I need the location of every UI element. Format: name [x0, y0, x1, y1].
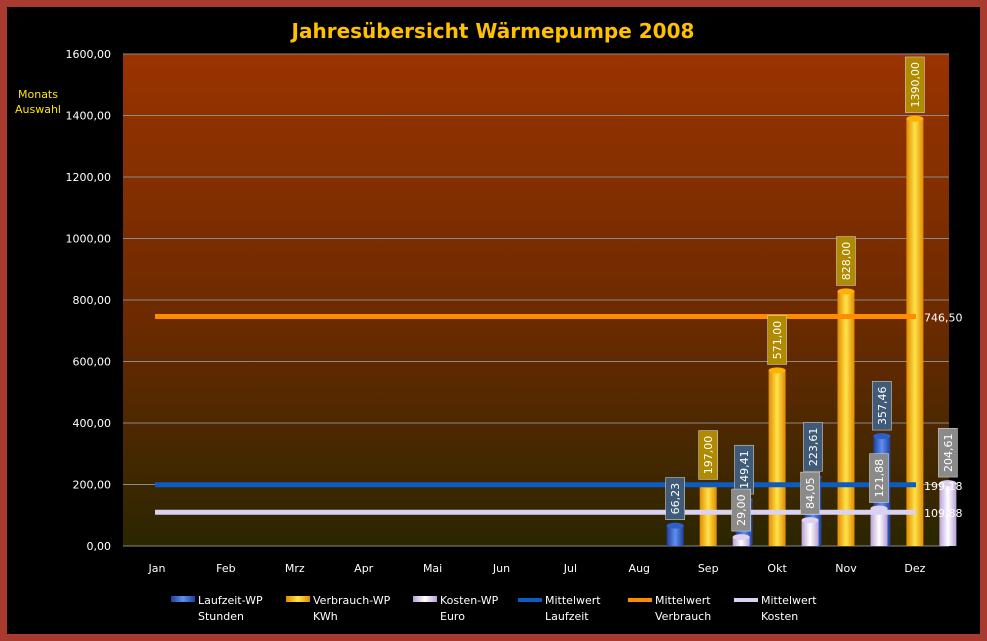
- bar-cap: [873, 433, 891, 440]
- bar-cap: [837, 288, 855, 295]
- average-line-label: 746,50: [924, 311, 963, 324]
- data-label-box: [803, 422, 823, 472]
- y-tick-label: 1400,00: [66, 110, 112, 123]
- side-label-line2: Auswahl: [15, 103, 61, 116]
- legend-swatch: [171, 596, 195, 602]
- data-label: 828,00: [840, 242, 853, 281]
- legend-label: Kosten-WP: [440, 594, 499, 607]
- data-label: 121,88: [873, 459, 886, 498]
- legend-swatch: [413, 596, 437, 602]
- legend-label: Laufzeit: [545, 610, 589, 623]
- y-tick-label: 1000,00: [66, 233, 112, 246]
- side-label-line1: Monats: [18, 88, 58, 101]
- bar: [666, 525, 684, 546]
- data-label: 29,00: [735, 494, 748, 526]
- data-label-box: [698, 430, 719, 480]
- y-tick-label: 1600,00: [66, 48, 112, 61]
- x-category-label: Jan: [148, 562, 166, 575]
- x-axis-categories: Jan Feb Mrz Apr Mai Jun Jul Aug Sep Okt Nov Dez: [148, 562, 926, 575]
- bar: [870, 508, 888, 546]
- x-category-label: Dez: [904, 562, 925, 575]
- data-label-box: [800, 471, 820, 515]
- legend: Laufzeit-WP Stunden Verbrauch-WP KWh Kosten-…: [171, 594, 817, 623]
- data-label-box: [905, 56, 925, 113]
- data-label: 66,23: [669, 483, 682, 515]
- average-line-label: 199,18: [924, 480, 963, 493]
- bar-cap: [732, 534, 750, 541]
- bar: [906, 118, 924, 546]
- data-label-box: [869, 453, 889, 503]
- legend-label: Euro: [440, 610, 465, 623]
- data-label: 197,00: [702, 436, 715, 475]
- x-category-label: Aug: [629, 562, 650, 575]
- average-line-label: 109,88: [924, 507, 963, 520]
- legend-label: Mittelwert: [761, 594, 817, 607]
- legend-label: Kosten: [761, 610, 798, 623]
- y-tick-label: 1200,00: [66, 171, 112, 184]
- data-label: 149,41: [738, 450, 751, 489]
- legend-label: Verbrauch-WP: [313, 594, 391, 607]
- legend-label: Laufzeit-WP: [198, 594, 263, 607]
- data-label-box: [872, 380, 892, 431]
- bar-cap: [666, 522, 684, 529]
- data-label-box: [836, 236, 856, 286]
- x-category-label: Jun: [492, 562, 510, 575]
- bar-cap: [906, 115, 924, 122]
- bar: [837, 291, 855, 546]
- data-label: 1390,00: [909, 62, 922, 108]
- y-tick-label: 800,00: [73, 294, 112, 307]
- chart-title: Jahresübersicht Wärmepumpe 2008: [290, 19, 695, 43]
- data-label-box: [731, 488, 752, 532]
- data-label-box: [938, 427, 958, 478]
- legend-label: Mittelwert: [545, 594, 601, 607]
- x-category-label: Sep: [698, 562, 719, 575]
- bar: [732, 537, 750, 546]
- x-category-label: Mrz: [285, 562, 305, 575]
- y-axis-ticks: 0,00 200,00 400,00 600,00 800,00 1000,00 1200,…: [66, 48, 112, 553]
- bar-cap: [768, 367, 786, 374]
- bar: [768, 370, 786, 546]
- x-category-label: Jul: [563, 562, 577, 575]
- bar-cap: [801, 517, 819, 524]
- data-label: 357,46: [876, 386, 889, 425]
- bar-cap: [939, 480, 957, 487]
- legend-swatch: [286, 596, 310, 602]
- average-lines: 199,18 746,50 109,88: [155, 311, 963, 520]
- y-tick-label: 600,00: [73, 356, 112, 369]
- y-tick-label: 0,00: [87, 540, 112, 553]
- data-labels: 66,23 149,41 223,61 357,46 197,00 571,00 828,0…: [665, 56, 958, 532]
- data-label: 84,05: [804, 477, 817, 509]
- x-category-label: Apr: [354, 562, 374, 575]
- data-label: 223,61: [807, 428, 820, 467]
- legend-label: Mittelwert: [655, 594, 711, 607]
- legend-label: Verbrauch: [655, 610, 711, 623]
- bar: [939, 483, 957, 546]
- legend-label: KWh: [313, 610, 338, 623]
- y-tick-label: 400,00: [73, 417, 112, 430]
- data-label-box: [665, 477, 686, 520]
- data-label: 571,00: [771, 321, 784, 360]
- x-category-label: Feb: [216, 562, 235, 575]
- bar: [699, 485, 717, 546]
- legend-label: Stunden: [198, 610, 244, 623]
- bar: [801, 520, 819, 546]
- data-label: 204,61: [942, 433, 955, 472]
- x-category-label: Mai: [423, 562, 442, 575]
- y-tick-label: 200,00: [73, 479, 112, 492]
- data-label-box: [767, 315, 787, 365]
- x-category-label: Okt: [767, 562, 787, 575]
- x-category-label: Nov: [835, 562, 857, 575]
